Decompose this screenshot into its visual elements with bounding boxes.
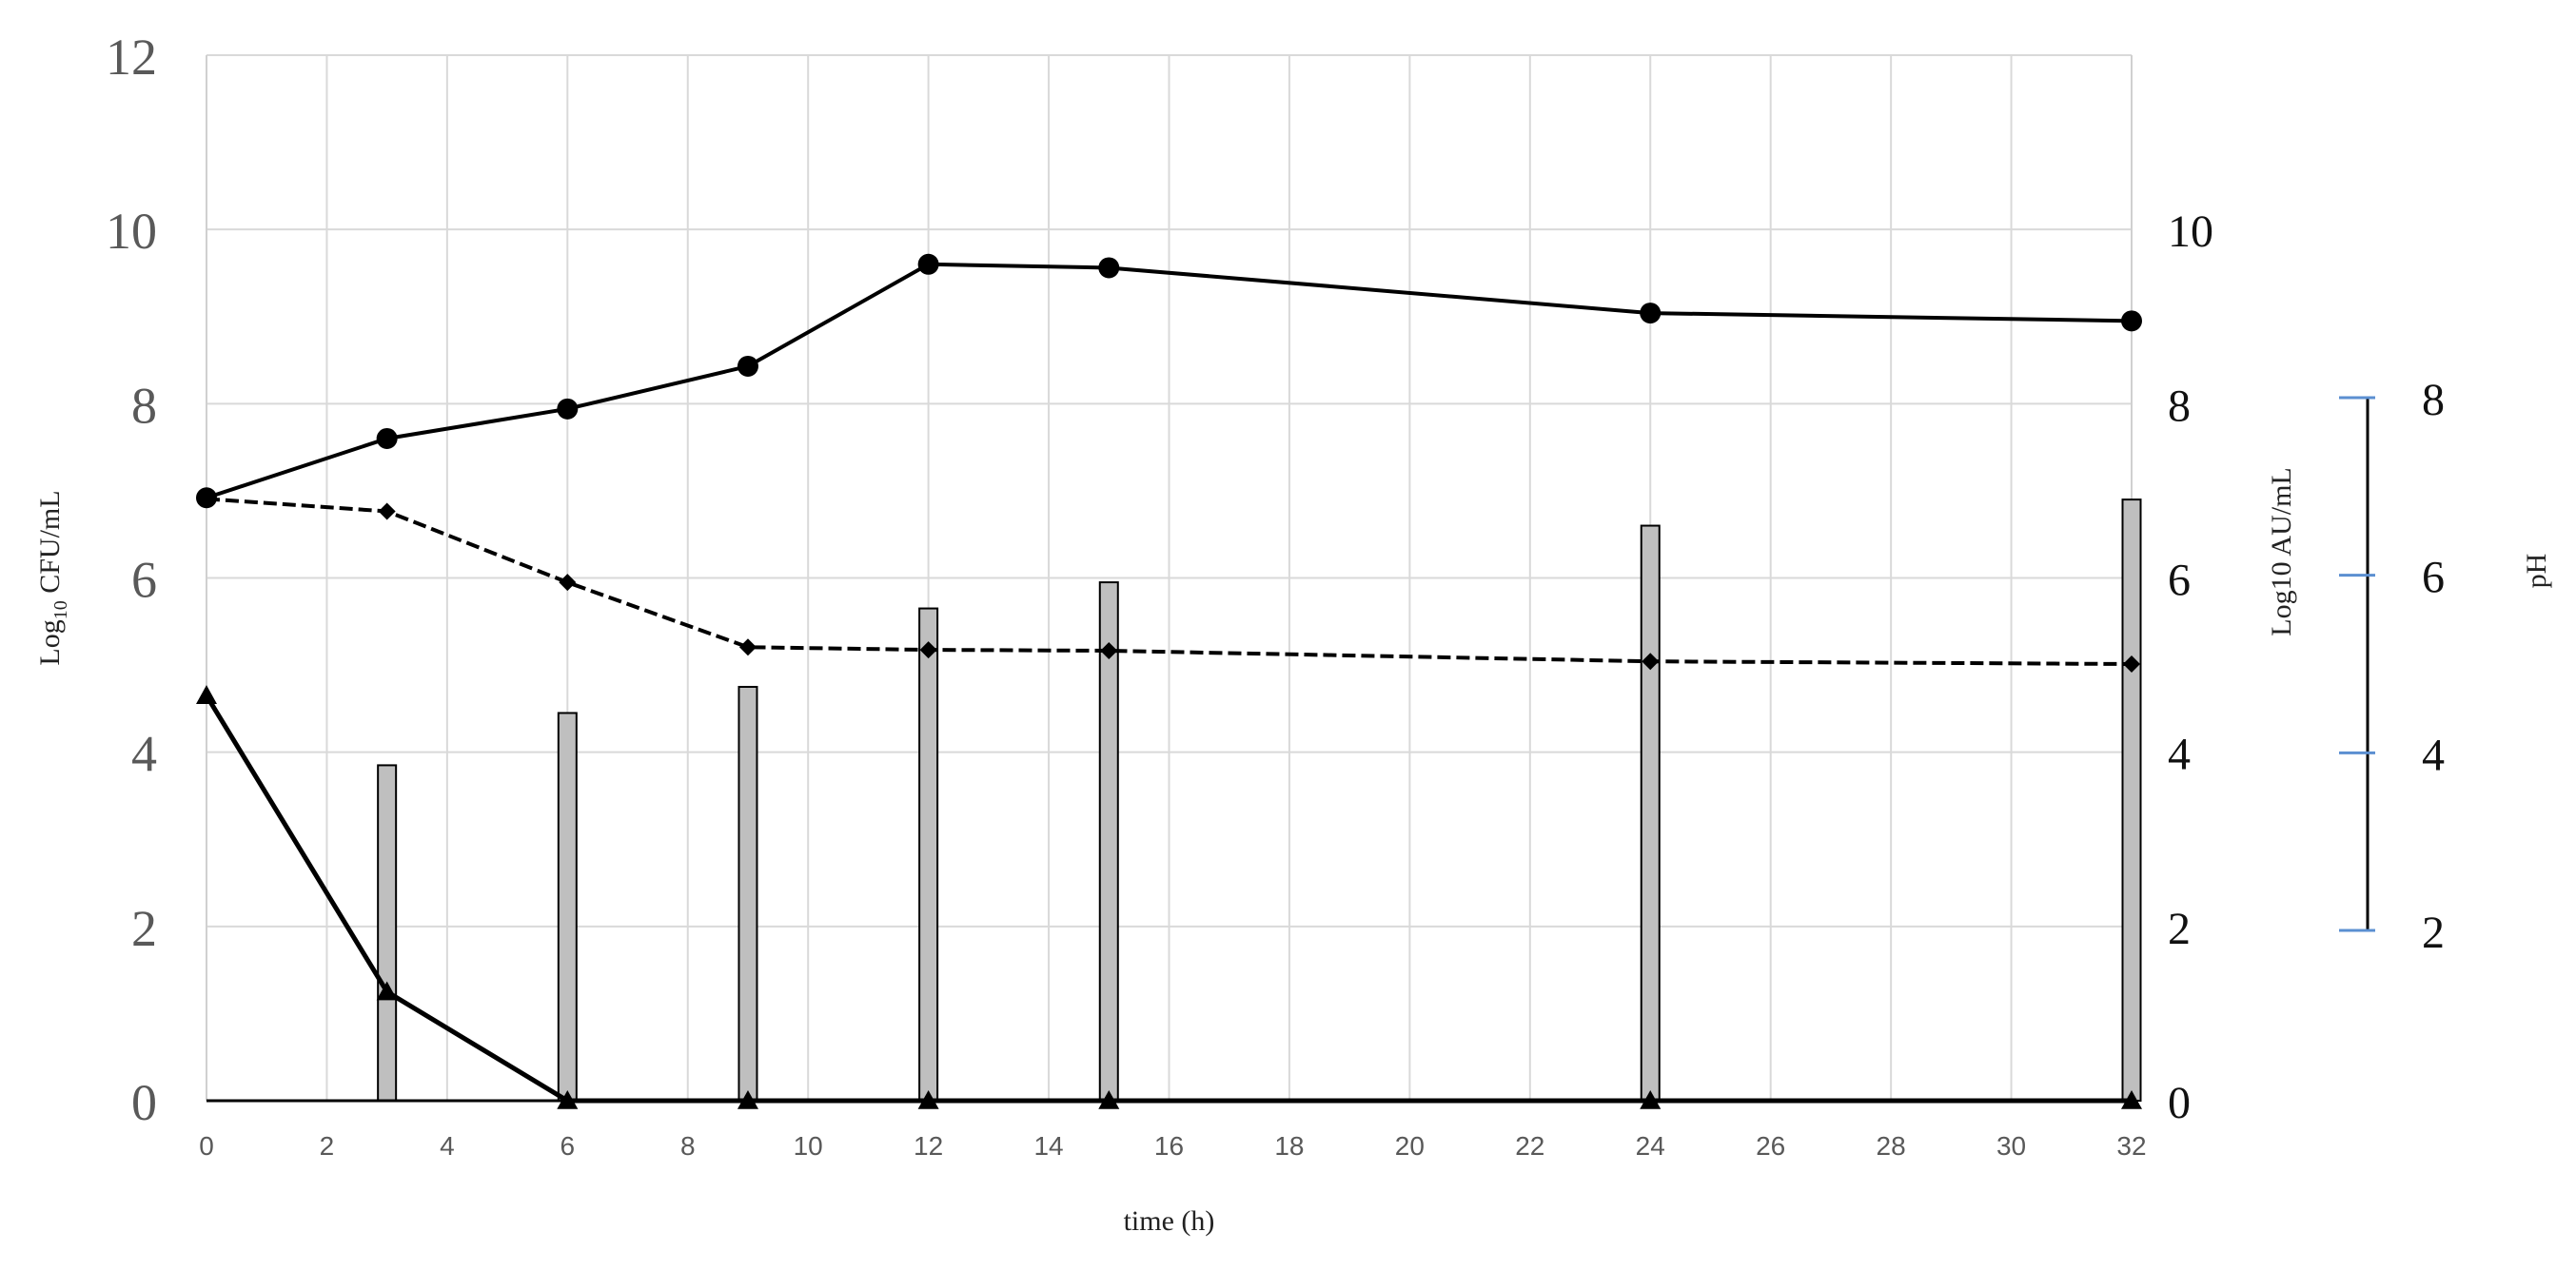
left-tick-label: 0 bbox=[131, 1074, 157, 1131]
marker-triangle bbox=[196, 685, 217, 704]
x-tick-label: 4 bbox=[440, 1131, 455, 1161]
bar bbox=[918, 607, 939, 1102]
right-tick-label: 8 bbox=[2168, 381, 2191, 431]
marker-circle bbox=[1098, 257, 1120, 279]
right-tick-label: 6 bbox=[2168, 556, 2191, 606]
x-tick-label: 6 bbox=[560, 1131, 576, 1161]
left-tick-label: 2 bbox=[131, 900, 157, 957]
bar bbox=[377, 764, 398, 1102]
marker-diamond bbox=[919, 641, 937, 659]
marker-circle bbox=[1640, 303, 1662, 324]
right-axis-title: Log10 AU/mL bbox=[2266, 467, 2297, 636]
marker-circle bbox=[2121, 310, 2142, 332]
marker-circle bbox=[917, 253, 939, 275]
marker-triangle bbox=[2121, 1090, 2142, 1109]
x-tick-label: 12 bbox=[914, 1131, 943, 1161]
series-line-diamond bbox=[206, 497, 2133, 666]
marker-diamond bbox=[738, 638, 757, 656]
x-tick-label: 10 bbox=[794, 1131, 823, 1161]
bar bbox=[737, 685, 758, 1103]
right-tick-label: 10 bbox=[2168, 206, 2213, 257]
marker-triangle bbox=[737, 1090, 758, 1109]
left-tick-label: 4 bbox=[131, 726, 157, 783]
ph-tick-label: 2 bbox=[2422, 908, 2445, 958]
bar bbox=[1098, 581, 1119, 1102]
x-tick-label: 30 bbox=[1996, 1131, 2026, 1161]
marker-triangle bbox=[1098, 1090, 1120, 1109]
grid bbox=[206, 54, 2133, 1102]
right-tick-label: 4 bbox=[2168, 730, 2191, 780]
left-tick-label: 6 bbox=[131, 552, 157, 609]
marker-diamond bbox=[2123, 655, 2140, 673]
marker-circle bbox=[557, 398, 579, 420]
marker-triangle bbox=[376, 981, 398, 1001]
x-tick-label: 16 bbox=[1154, 1131, 1184, 1161]
bar-series bbox=[377, 499, 2142, 1103]
x-tick-label: 20 bbox=[1395, 1131, 1425, 1161]
ph-tick-label: 4 bbox=[2422, 730, 2445, 780]
x-axis-title: time (h) bbox=[1124, 1205, 1215, 1237]
left-tick-label: 12 bbox=[106, 29, 157, 86]
marker-diamond bbox=[1100, 642, 1118, 659]
marker-diamond bbox=[559, 574, 577, 592]
left-tick-label: 8 bbox=[131, 377, 157, 434]
left-tick-label: 10 bbox=[106, 203, 157, 260]
line-series bbox=[204, 262, 2133, 1104]
marker-triangle bbox=[557, 1090, 579, 1109]
bar bbox=[557, 712, 578, 1102]
x-tick-label: 0 bbox=[199, 1131, 214, 1161]
marker-diamond bbox=[1642, 653, 1660, 671]
right-tick-label: 0 bbox=[2168, 1078, 2191, 1128]
marker-circle bbox=[737, 355, 758, 377]
ph-axis-title: pH bbox=[2521, 554, 2552, 589]
marker-diamond bbox=[198, 490, 215, 508]
marker-circle bbox=[376, 427, 398, 449]
right-tick-label: 2 bbox=[2168, 904, 2191, 954]
marker-diamond bbox=[378, 502, 396, 520]
ph-tick-label: 8 bbox=[2422, 375, 2445, 425]
left-axis-title: Log10 CFU/mL bbox=[34, 490, 71, 665]
x-tick-label: 14 bbox=[1033, 1131, 1063, 1161]
bar bbox=[2121, 499, 2142, 1102]
markers bbox=[196, 253, 2142, 1109]
x-tick-label: 22 bbox=[1515, 1131, 1544, 1161]
marker-triangle bbox=[917, 1090, 939, 1109]
ph-tick-label: 6 bbox=[2422, 553, 2445, 603]
x-tick-label: 2 bbox=[320, 1131, 335, 1161]
series-line-circle bbox=[206, 262, 2133, 500]
series-line-triangle bbox=[204, 694, 2132, 1104]
tick-labels: 0 2 4 6 8 10 12 14 16 18 20 22 24 26 28 30 3202468101202… bbox=[106, 29, 2445, 1161]
x-tick-label: 18 bbox=[1274, 1131, 1304, 1161]
x-tick-label: 8 bbox=[680, 1131, 696, 1161]
x-tick-label: 28 bbox=[1877, 1131, 1906, 1161]
marker-triangle bbox=[1640, 1090, 1662, 1109]
x-tick-label: 24 bbox=[1636, 1131, 1665, 1161]
bar bbox=[1640, 524, 1661, 1102]
x-tick-label: 26 bbox=[1756, 1131, 1785, 1161]
x-tick-label: 32 bbox=[2116, 1131, 2146, 1161]
